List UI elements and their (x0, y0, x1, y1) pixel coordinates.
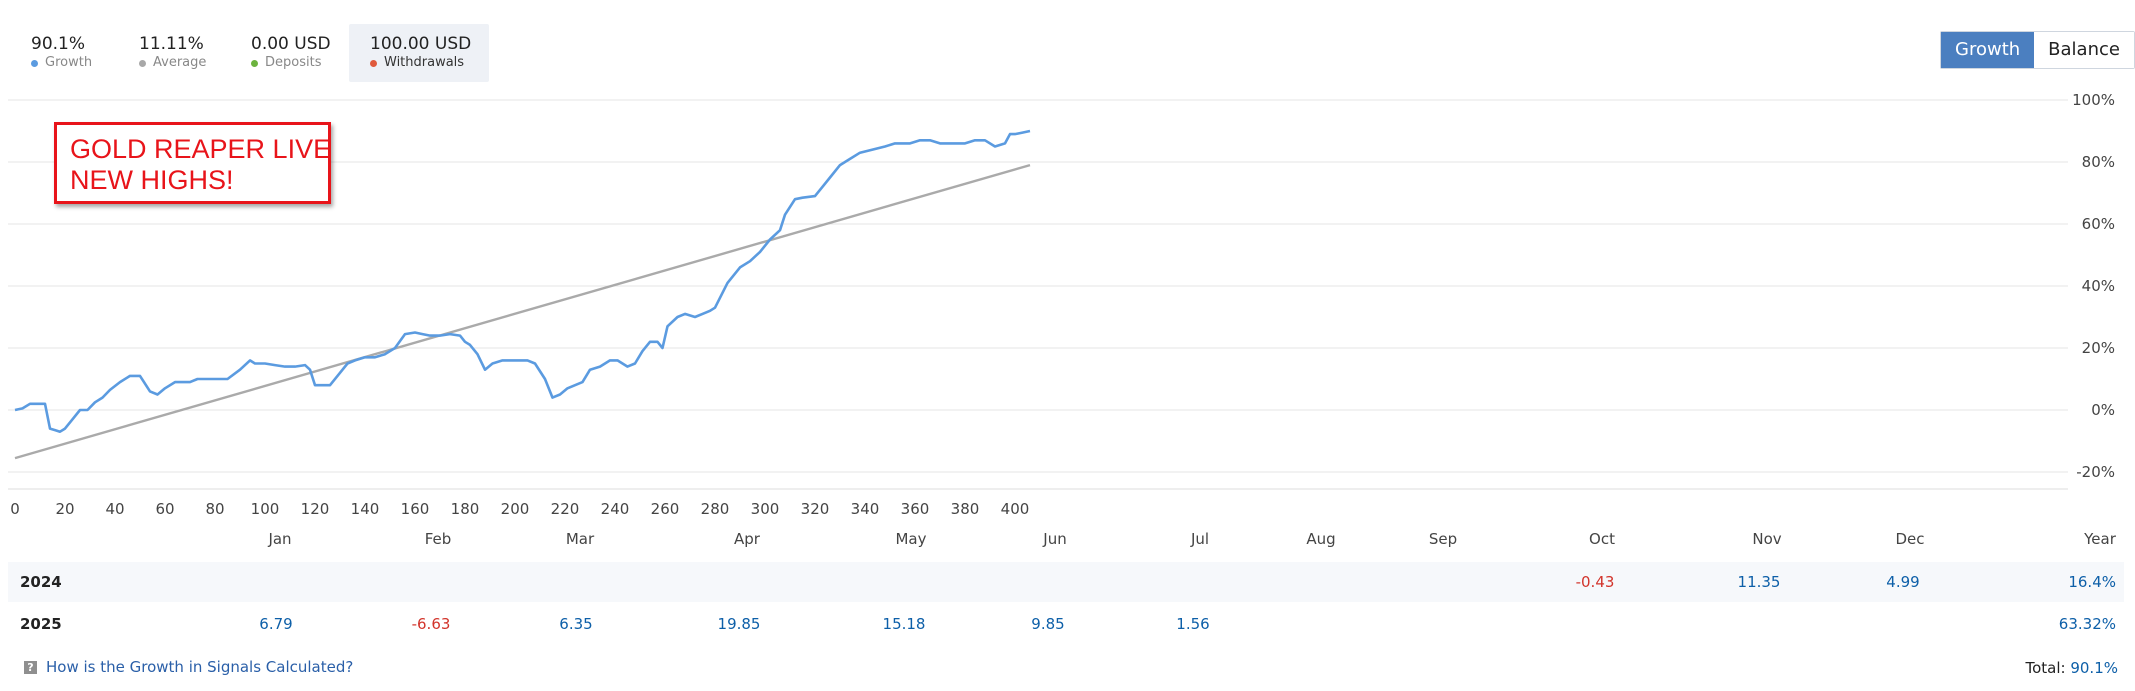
stat-value: 0.00 USD (251, 34, 331, 54)
annotation-line-2: NEW HIGHS! (70, 165, 234, 195)
total-summary: Total: 90.1% (2025, 659, 2118, 677)
y-tick-label: 80% (2082, 153, 2115, 171)
stat-growth[interactable]: 90.1% Growth (28, 24, 138, 82)
y-tick-label: 40% (2082, 277, 2115, 295)
month-return-cell: 4.99 (1886, 573, 1920, 591)
stat-label-text: Average (153, 55, 207, 70)
balance-button[interactable]: Balance (2034, 32, 2134, 68)
total-label: Total: (2025, 659, 2066, 677)
month-label: Jan (268, 530, 292, 548)
stat-label-text: Withdrawals (384, 55, 465, 70)
month-label: Feb (424, 530, 452, 548)
month-return-cell: -6.63 (411, 615, 451, 633)
x-tick-label: 360 (901, 500, 930, 518)
annotation-line-1: GOLD REAPER LIVE (70, 134, 332, 164)
month-return-cell: 9.85 (1031, 615, 1065, 633)
x-tick-label: 240 (601, 500, 630, 518)
help-icon: ? (24, 660, 37, 674)
month-label: Dec (1895, 530, 1925, 548)
x-tick-label: 100 (251, 500, 280, 518)
month-label: May (895, 530, 927, 548)
x-tick-label: 20 (55, 500, 74, 518)
x-tick-label: 260 (651, 500, 680, 518)
month-return-cell: 19.85 (717, 615, 761, 633)
month-label: Nov (1752, 530, 1782, 548)
table-row: 2024 -0.43 11.35 4.99 16.4% (8, 562, 2124, 602)
stat-label: Deposits (251, 54, 348, 72)
month-return-cell: 11.35 (1737, 573, 1781, 591)
stat-average[interactable]: 11.11% Average (136, 24, 246, 82)
month-label: Aug (1306, 530, 1336, 548)
legend-dot-icon (251, 59, 258, 67)
x-tick-label: 120 (301, 500, 330, 518)
stat-label-text: Deposits (265, 55, 322, 70)
x-tick-label: 160 (401, 500, 430, 518)
growth-button[interactable]: Growth (1941, 32, 2035, 68)
year-total-cell: 63.32% (2058, 615, 2116, 633)
year-total-cell: 16.4% (2068, 573, 2116, 591)
help-link[interactable]: How is the Growth in Signals Calculated? (46, 658, 354, 676)
x-tick-label: 300 (751, 500, 780, 518)
stat-label-text: Growth (45, 55, 93, 70)
month-label: Mar (565, 530, 595, 548)
x-tick-label: 60 (155, 500, 174, 518)
month-label: Jun (1043, 530, 1067, 548)
month-return-cell: -0.43 (1575, 573, 1615, 591)
y-tick-label: -20% (2076, 463, 2115, 481)
help-link-row[interactable]: ? How is the Growth in Signals Calculate… (24, 658, 353, 676)
month-return-cell: 6.35 (559, 615, 593, 633)
annotation-box: GOLD REAPER LIVE NEW HIGHS! (54, 122, 331, 204)
stat-withdrawals[interactable]: 100.00 USD Withdrawals (349, 24, 489, 82)
stat-value: 11.11% (139, 34, 204, 54)
y-tick-label: 20% (2082, 339, 2115, 357)
stat-value: 90.1% (31, 34, 86, 54)
row-year: 2024 (20, 573, 62, 591)
stat-label: Withdrawals (370, 54, 489, 72)
month-header: Jan Feb Mar Apr May Jun Jul Aug Sep Oct Nov Dec Year (0, 530, 2135, 552)
x-tick-label: 320 (801, 500, 830, 518)
stat-value: 100.00 USD (370, 34, 472, 54)
table-row: 2025 6.79 -6.63 6.35 19.85 15.18 9.85 1.56 63.32… (8, 604, 2124, 644)
x-tick-label: 140 (351, 500, 380, 518)
view-toggle: Growth Balance (1940, 31, 2135, 69)
x-tick-label: 180 (451, 500, 480, 518)
x-tick-label: 0 (10, 500, 20, 518)
legend-dot-icon (31, 59, 38, 67)
x-tick-label: 40 (105, 500, 124, 518)
month-label: Year (2084, 530, 2116, 548)
stat-label: Growth (31, 54, 138, 72)
x-tick-label: 80 (205, 500, 224, 518)
row-year: 2025 (20, 615, 62, 633)
y-tick-label: 0% (2091, 401, 2115, 419)
month-label: Apr (734, 530, 760, 548)
month-return-cell: 1.56 (1176, 615, 1210, 633)
x-tick-label: 220 (551, 500, 580, 518)
total-value: 90.1% (2070, 659, 2118, 677)
x-tick-label: 380 (951, 500, 980, 518)
x-tick-label: 200 (501, 500, 530, 518)
stat-deposits[interactable]: 0.00 USD Deposits (248, 24, 348, 82)
x-tick-label: 400 (1001, 500, 1030, 518)
month-label: Sep (1428, 530, 1458, 548)
average-series-line (14, 163, 1031, 460)
growth-chart: 100% 80% 60% 40% 20% 0% -20% 0 20 40 60 80 100 120 140… (8, 91, 2115, 518)
month-label: Oct (1589, 530, 1615, 548)
growth-series-line (14, 129, 1031, 434)
legend-dot-icon (139, 59, 146, 67)
y-tick-label: 100% (2072, 91, 2115, 109)
month-label: Jul (1190, 530, 1210, 548)
stat-label: Average (139, 54, 246, 72)
legend-dot-icon (370, 59, 377, 67)
x-tick-label: 280 (701, 500, 730, 518)
y-tick-label: 60% (2082, 215, 2115, 233)
x-tick-label: 340 (851, 500, 880, 518)
month-return-cell: 15.18 (882, 615, 926, 633)
month-return-cell: 6.79 (259, 615, 293, 633)
